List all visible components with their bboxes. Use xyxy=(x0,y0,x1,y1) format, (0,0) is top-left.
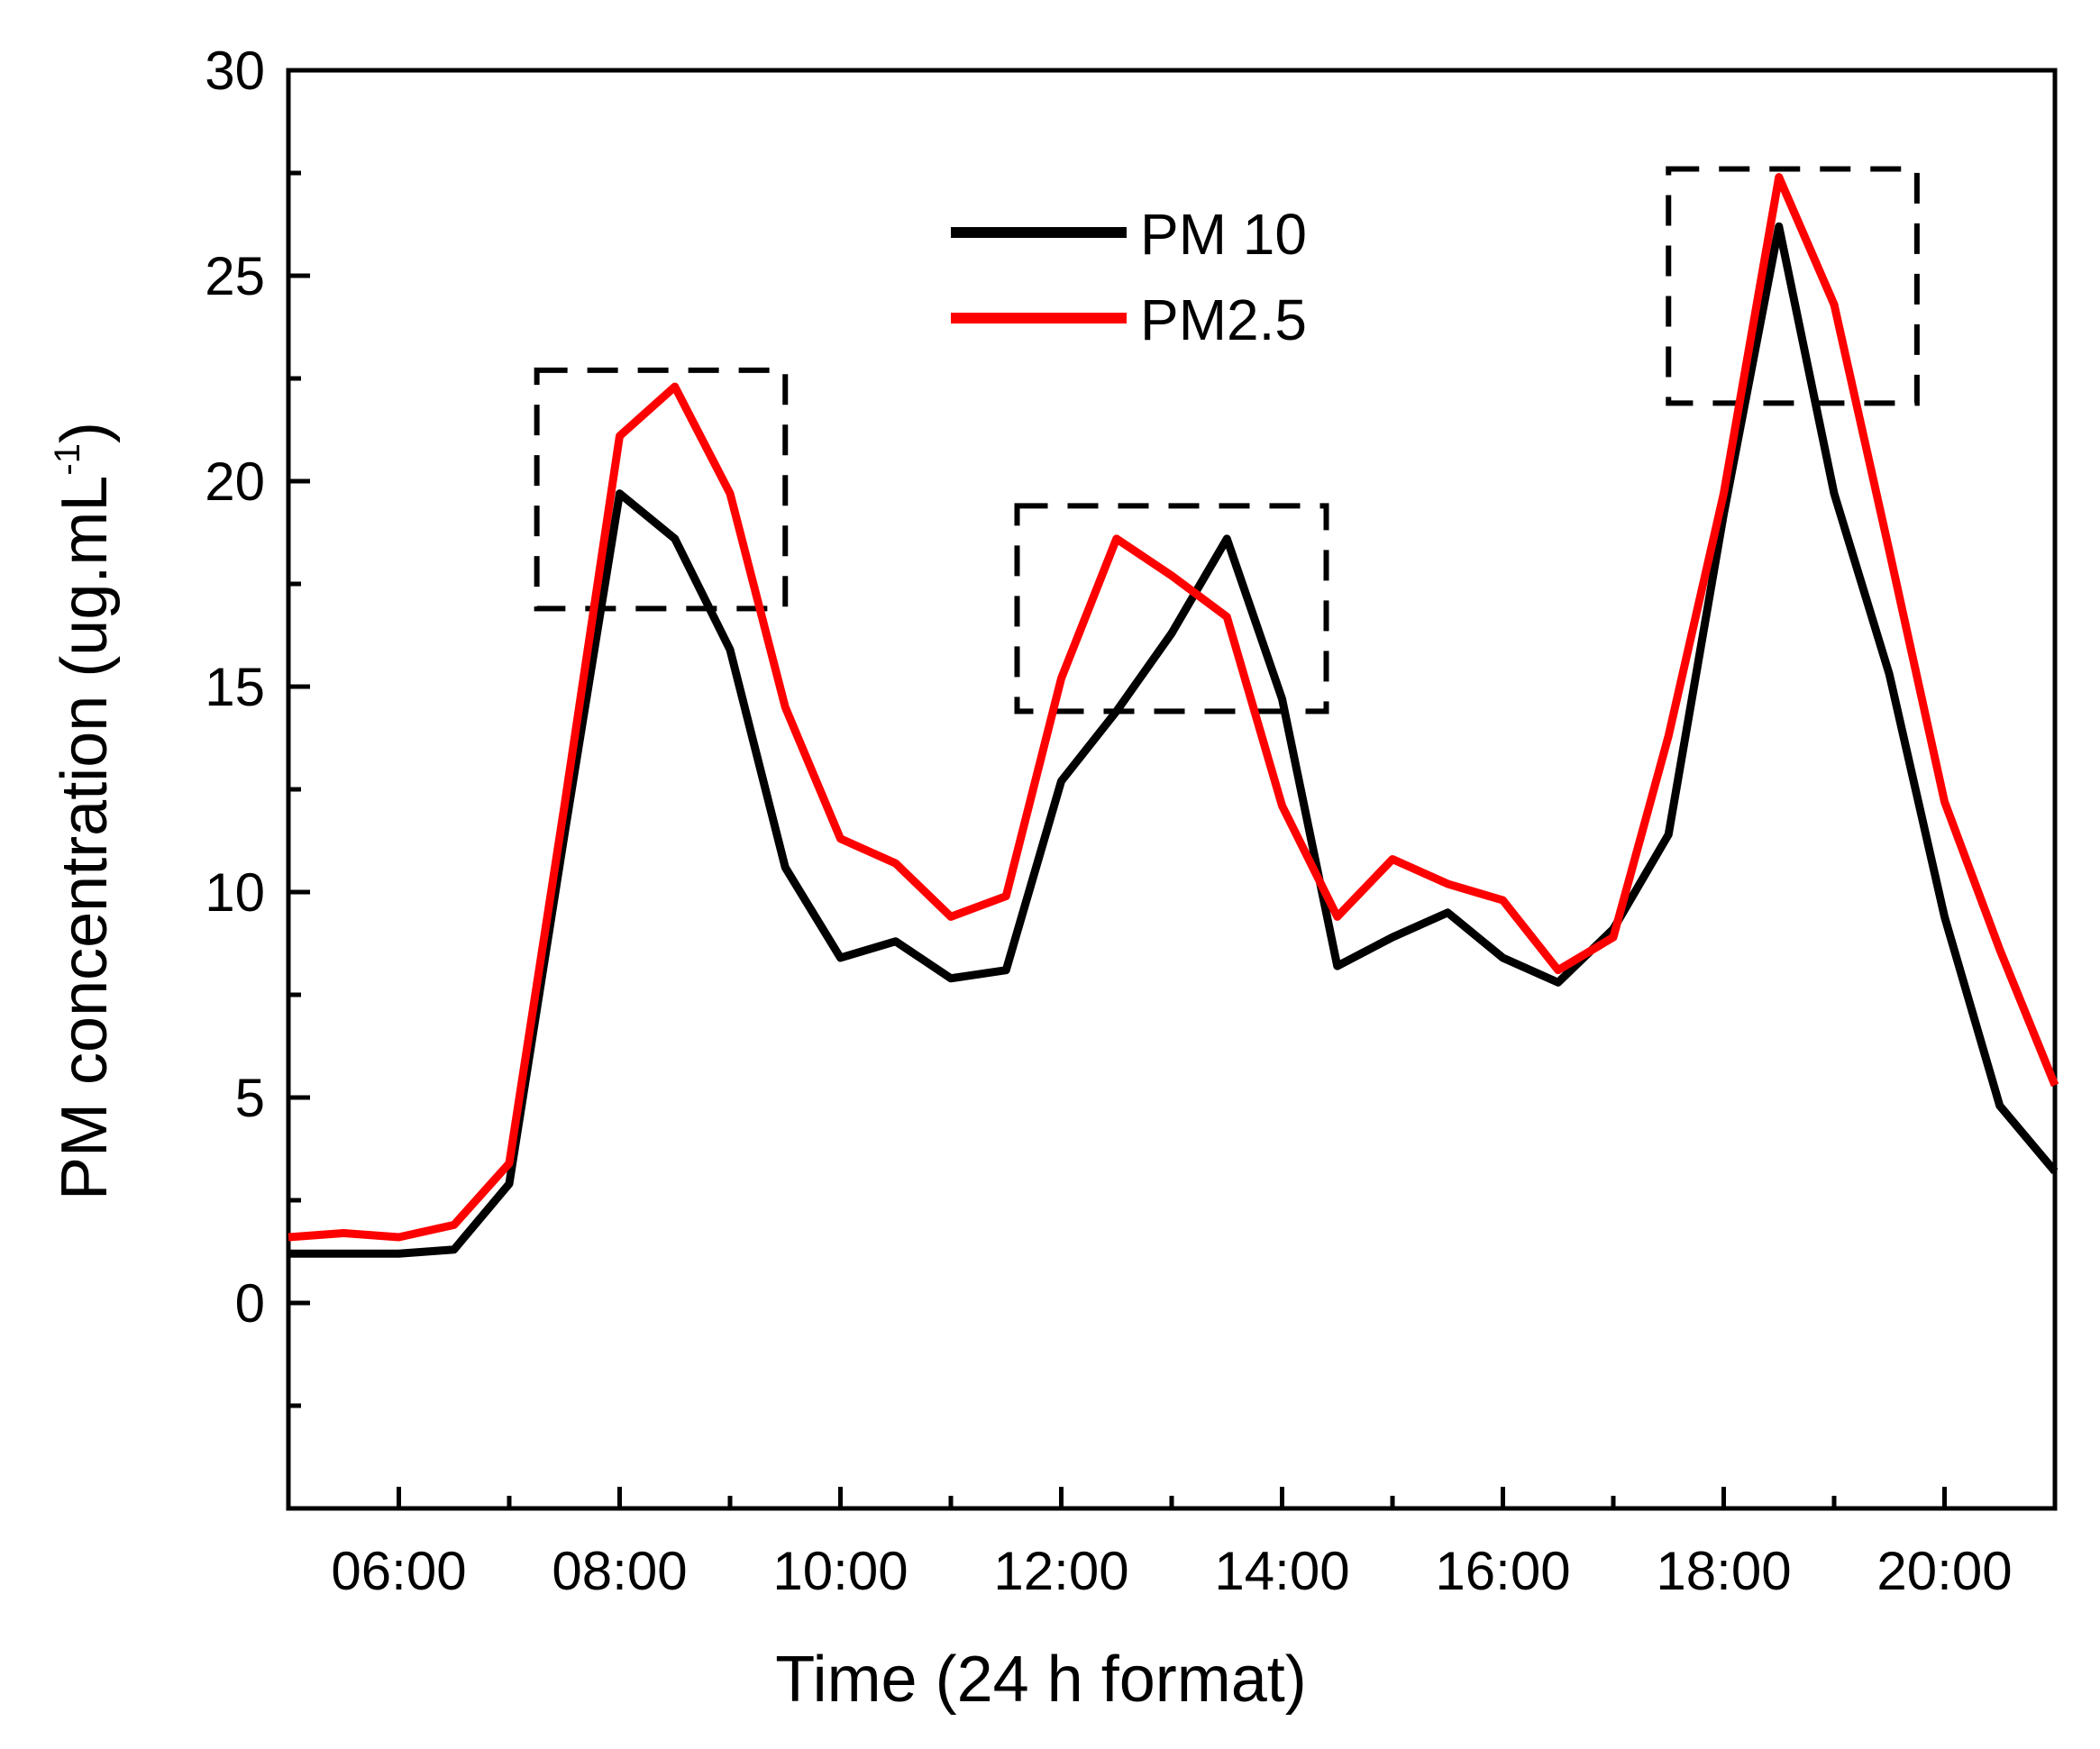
y-tick-label: 30 xyxy=(205,41,265,101)
legend-label-pm25: PM2.5 xyxy=(1140,287,1307,352)
y-axis-title: PM concentration (ug.mL-1) xyxy=(48,422,121,1200)
axis-ticks xyxy=(286,68,2058,1511)
x-tick-label: 08:00 xyxy=(552,1541,687,1601)
y-tick-label: 0 xyxy=(235,1273,265,1334)
x-tick-label: 20:00 xyxy=(1876,1541,2012,1601)
y-tick-label: 25 xyxy=(205,246,265,306)
x-tick-label: 12:00 xyxy=(993,1541,1128,1601)
y-axis-title-superscript: -1 xyxy=(48,443,87,476)
x-tick-labels: 06:00 08:00 10:00 12:00 14:00 16:00 18:00 20:00 xyxy=(331,1541,2012,1601)
series-line-pm10 xyxy=(288,222,2059,1258)
peak-highlight-box xyxy=(1014,503,1329,715)
y-tick-label: 15 xyxy=(205,657,265,717)
peak-highlight-box xyxy=(534,367,789,612)
series-line-pm25 xyxy=(288,173,2059,1242)
y-axis-title-close: ) xyxy=(49,422,121,443)
annotation-boxes xyxy=(534,166,1920,715)
x-tick-label: 18:00 xyxy=(1656,1541,1791,1601)
data-lines xyxy=(288,173,2059,1258)
peak-highlight-box xyxy=(1666,166,1920,406)
x-tick-label: 06:00 xyxy=(331,1541,466,1601)
x-tick-label: 10:00 xyxy=(772,1541,908,1601)
legend: PM 10 PM2.5 xyxy=(951,202,1307,352)
x-tick-label: 16:00 xyxy=(1435,1541,1570,1601)
y-axis-title-main: PM concentration (ug.mL xyxy=(49,476,121,1200)
y-tick-labels: 0 5 10 15 20 25 30 xyxy=(205,41,265,1334)
legend-label-pm10: PM 10 xyxy=(1140,202,1307,267)
y-tick-label: 20 xyxy=(205,451,265,512)
y-tick-label: 5 xyxy=(235,1068,265,1128)
x-axis-title: Time (24 h format) xyxy=(775,1644,1306,1716)
y-tick-label: 10 xyxy=(205,862,265,923)
x-tick-label: 14:00 xyxy=(1214,1541,1349,1601)
